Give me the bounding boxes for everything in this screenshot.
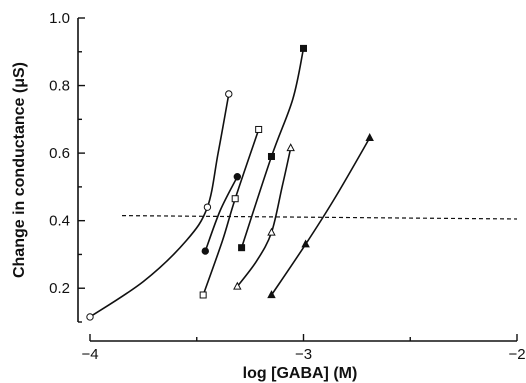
series-filled-square-curve (242, 48, 304, 247)
open-circle-point (204, 204, 210, 210)
filled-triangle-point (366, 134, 373, 140)
series-markers (87, 45, 373, 320)
x-tick-label: −3 (295, 346, 312, 363)
open-square-point (232, 196, 238, 202)
y-tick-label: 0.4 (49, 213, 70, 230)
x-tick-label: −4 (81, 346, 98, 363)
y-tick-label: 1.0 (49, 10, 70, 27)
open-square-point (200, 292, 206, 298)
filled-square-point (268, 153, 274, 159)
y-tick-label: 0.2 (49, 280, 70, 297)
filled-square-point (239, 245, 245, 251)
open-triangle-point (287, 144, 294, 150)
y-axis-title: Change in conductance (μS) (11, 62, 28, 278)
reference-line-layer (122, 216, 517, 219)
open-square-point (256, 126, 262, 132)
axes (78, 18, 517, 341)
x-axis-title: log [GABA] (M) (243, 365, 358, 382)
filled-circle-point (202, 248, 208, 254)
y-tick-label: 0.8 (49, 78, 70, 95)
open-circle-point (87, 314, 93, 320)
series-curves (90, 48, 370, 317)
y-tick-label: 0.6 (49, 145, 70, 162)
filled-square-point (301, 45, 307, 51)
open-triangle-point (268, 229, 275, 235)
series-filled-circle-curve (205, 177, 237, 251)
open-circle-point (226, 91, 232, 97)
threshold-dashed-line (122, 216, 517, 219)
x-tick-label: −2 (508, 346, 525, 363)
ticks: 0.2 0.4 0.6 0.8 1.0 −4 −3 −2 (49, 10, 525, 363)
filled-circle-point (234, 174, 240, 180)
